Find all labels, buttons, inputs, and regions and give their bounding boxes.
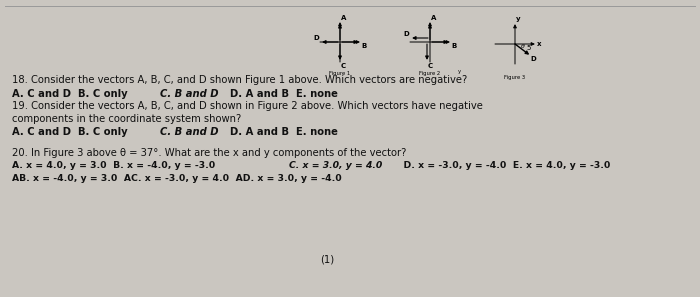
Text: B: B — [451, 43, 456, 49]
Text: x: x — [537, 41, 542, 47]
Text: C. B and D: C. B and D — [160, 89, 218, 99]
Text: components in the coordinate system shown?: components in the coordinate system show… — [12, 114, 241, 124]
Text: 20. In Figure 3 above θ = 37°. What are the x and y components of the vector?: 20. In Figure 3 above θ = 37°. What are … — [12, 148, 407, 158]
Text: $\theta$: $\theta$ — [520, 42, 526, 50]
Text: (1): (1) — [320, 255, 334, 265]
Text: A. C and D  B. C only: A. C and D B. C only — [12, 89, 134, 99]
Text: D. A and B  E. none: D. A and B E. none — [223, 127, 338, 137]
Text: A. C and D  B. C only: A. C and D B. C only — [12, 127, 134, 137]
Text: Figure 3: Figure 3 — [505, 75, 526, 80]
Text: B: B — [361, 43, 366, 49]
Text: 5: 5 — [526, 45, 531, 51]
Text: C. B and D: C. B and D — [160, 127, 218, 137]
Text: Figure 1: Figure 1 — [330, 71, 351, 76]
Text: 18. Consider the vectors A, B, C, and D shown Figure 1 above. Which vectors are : 18. Consider the vectors A, B, C, and D … — [12, 75, 468, 85]
Text: C. x = 3.0, y = 4.0: C. x = 3.0, y = 4.0 — [289, 161, 382, 170]
Text: A. x = 4.0, y = 3.0  B. x = -4.0, y = -3.0: A. x = 4.0, y = 3.0 B. x = -4.0, y = -3.… — [12, 161, 222, 170]
Text: AB. x = -4.0, y = 3.0  AC. x = -3.0, y = 4.0  AD. x = 3.0, y = -4.0: AB. x = -4.0, y = 3.0 AC. x = -3.0, y = … — [12, 174, 342, 183]
Text: D. A and B  E. none: D. A and B E. none — [223, 89, 338, 99]
Text: D: D — [531, 56, 536, 62]
Text: C: C — [341, 63, 346, 69]
Text: D: D — [314, 35, 319, 41]
Text: Figure 2: Figure 2 — [419, 71, 440, 76]
Text: A: A — [431, 15, 436, 21]
Text: 19. Consider the vectors A, B, C, and D shown in Figure 2 above. Which vectors h: 19. Consider the vectors A, B, C, and D … — [12, 101, 483, 111]
Text: y: y — [458, 69, 461, 74]
Text: y: y — [516, 16, 521, 22]
Text: C: C — [428, 63, 433, 69]
Text: D. x = -3.0, y = -4.0  E. x = 4.0, y = -3.0: D. x = -3.0, y = -4.0 E. x = 4.0, y = -3… — [397, 161, 610, 170]
Text: D: D — [403, 31, 409, 37]
Text: A: A — [341, 15, 346, 21]
